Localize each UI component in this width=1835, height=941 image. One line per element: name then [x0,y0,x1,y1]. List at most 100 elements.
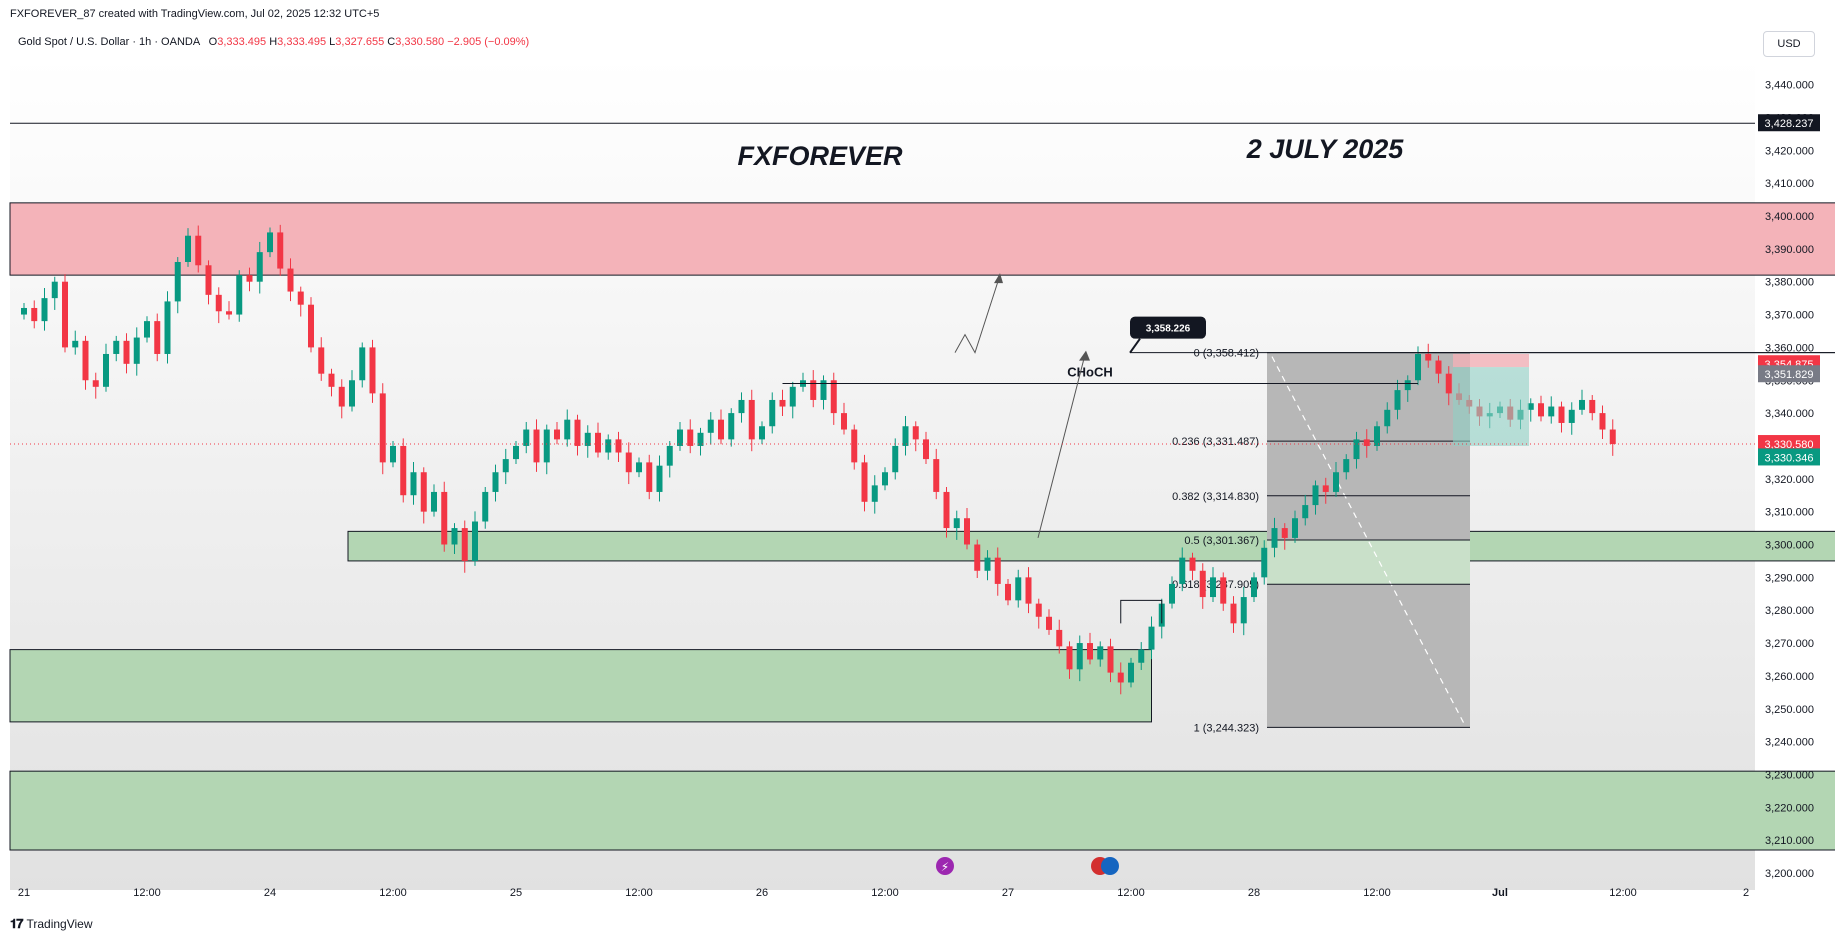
x-tick-label: 12:00 [1609,887,1637,899]
candle-body [1230,603,1237,624]
candle-body [246,275,253,282]
candle-body [472,521,478,561]
x-tick-label: 25 [510,887,522,899]
candle-body [871,485,878,502]
candle-body [51,281,58,299]
y-tick-label: 3,200.000 [1765,868,1814,880]
y-tick-label: 3,240.000 [1765,737,1814,749]
axis-price-text: 3,330.580 [1765,439,1814,451]
candle-body [1425,353,1432,361]
candle-body [400,445,407,496]
candle-body [1087,643,1093,660]
y-tick-label: 3,370.000 [1765,310,1814,322]
candle-body [1292,518,1298,538]
footer-brand: TradingView [26,917,93,931]
y-tick-label: 3,320.000 [1765,474,1814,486]
candle-body [1005,583,1011,601]
candle-body [677,429,683,446]
candle-body [154,321,161,354]
projection-path [1037,354,1086,539]
candle-body [236,275,243,315]
candle-body [502,459,509,473]
x-tick-label: 12:00 [379,887,407,899]
symbol-name[interactable]: Gold Spot / U.S. Dollar · 1h · OANDA [18,36,200,48]
candle-body [318,347,325,374]
candle-body [851,429,858,463]
candle-body [984,557,991,571]
candle-body [636,462,642,473]
candle-body [226,311,232,315]
x-tick-label: 28 [1248,887,1260,899]
choch-label: CHoCH [1067,365,1113,380]
candle-body [789,386,796,407]
candle-body [666,445,673,466]
ohlc-bar: Gold Spot / U.S. Dollar · 1h · OANDA O3,… [18,36,529,48]
x-tick-label: 12:00 [871,887,899,899]
fib-level-label: 0.5 (3,301.367) [1184,535,1259,547]
candle-body [830,380,837,414]
projection-up-path [954,274,1001,354]
candle-body [492,472,499,492]
lightning-event-icon [936,857,954,875]
candle-body [697,432,704,446]
candle-body [390,445,396,463]
candle-body [359,347,366,381]
fib-level-label: 1 (3,244.323) [1194,722,1259,734]
candle-body [1548,406,1555,417]
y-tick-label: 3,270.000 [1765,638,1814,650]
candle-body [338,386,345,407]
candle-body [1281,528,1288,538]
y-tick-label: 3,230.000 [1765,769,1814,781]
y-tick-label: 3,440.000 [1765,80,1814,92]
low-key: L [329,36,336,48]
tradingview-footer[interactable]: 𝟏𝟕 TradingView [10,916,93,932]
candle-body [1302,505,1309,519]
candle-body [1384,409,1391,427]
candle-body [779,399,786,407]
y-tick-label: 3,380.000 [1765,277,1814,289]
candle-body [1138,649,1145,663]
candle-body [625,452,632,473]
candle-body [1363,439,1370,446]
high-value: 3,333.495 [277,36,327,48]
y-tick-label: 3,410.000 [1765,178,1814,190]
candle-body [82,340,89,381]
candle-body [205,265,212,295]
candle-body [974,544,981,571]
y-tick-label: 3,310.000 [1765,507,1814,519]
candle-body [1353,439,1360,460]
candle-body [718,419,724,440]
currency-button[interactable]: USD [1763,31,1815,57]
x-tick-label: 26 [756,887,768,899]
candle-body [1035,603,1042,617]
candle-body [21,307,27,315]
candle-body [1558,406,1565,423]
candle-body [810,380,817,400]
candle-body [994,557,1001,584]
target-price-label: 3,358.226 [1146,324,1191,335]
candle-body [113,340,120,354]
candle-body [1148,626,1155,650]
fib-trend-line [1271,356,1466,726]
candle-body [328,373,335,387]
candle-body [707,419,714,433]
demand-zone [347,530,1835,562]
candle-body [943,491,950,529]
candle-body [841,413,847,430]
candle-body [615,439,622,453]
fib-level-label: 0.382 (3,314.830) [1172,491,1259,503]
candle-body [441,491,448,545]
candle-body [174,261,181,302]
candle-body [267,232,273,253]
candle-body [1097,646,1104,660]
projection-arrow-icon [1079,350,1090,361]
position-stop-zone [1453,353,1529,368]
candle-body [564,419,571,440]
candle-body [1046,616,1052,630]
candle-body [410,472,417,496]
x-tick-label: 12:00 [625,887,653,899]
candle-body [554,429,560,440]
candle-body [912,426,919,440]
candle-body [1394,390,1401,410]
